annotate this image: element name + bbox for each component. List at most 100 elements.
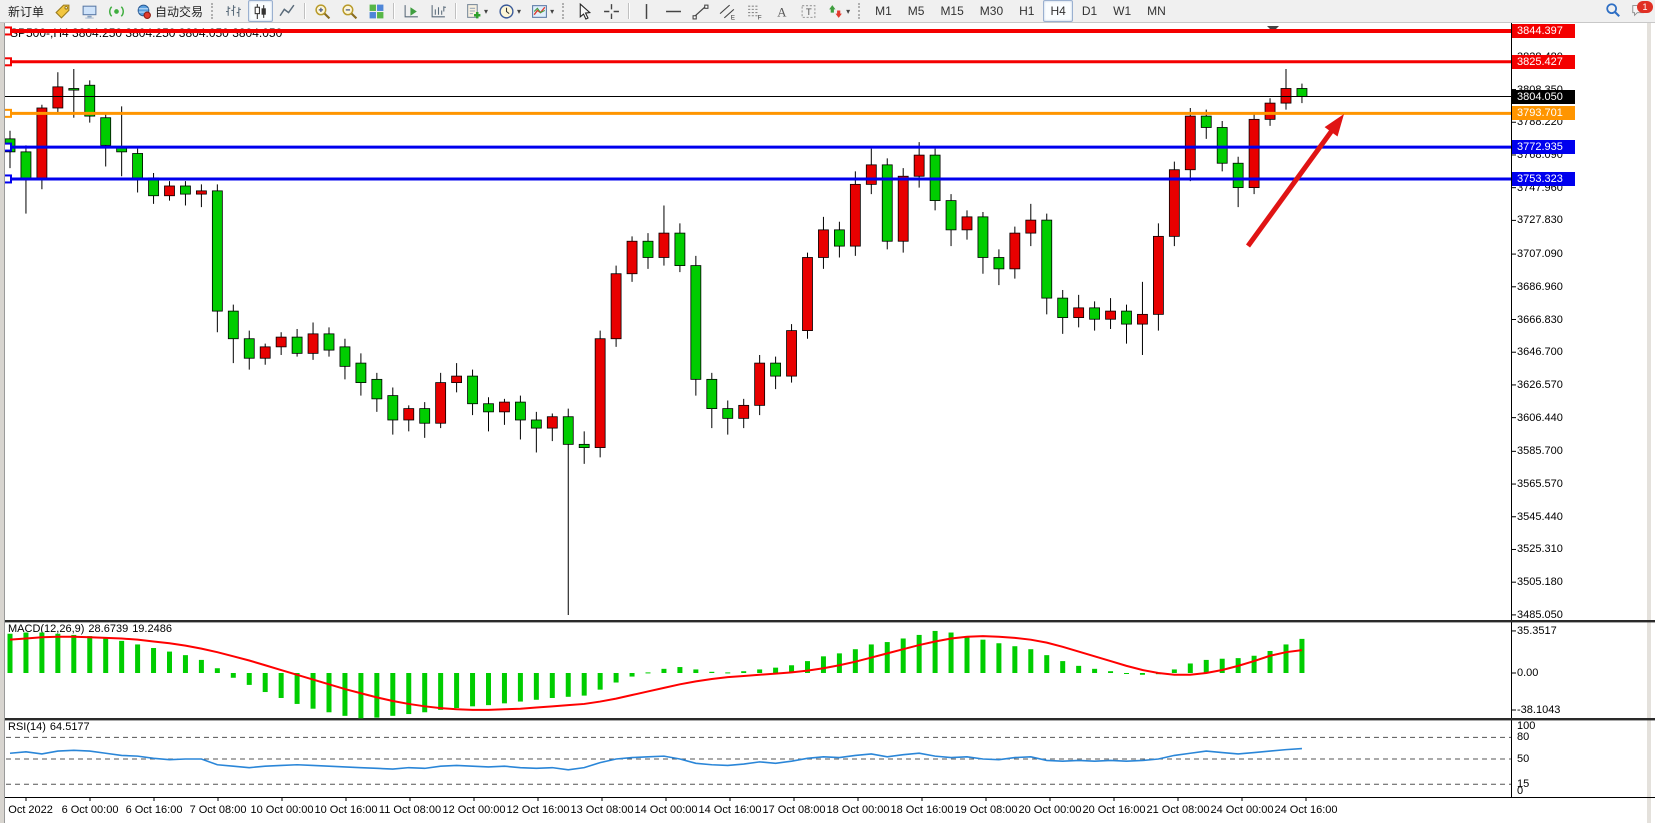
zoom-out-button[interactable] bbox=[337, 0, 362, 22]
tf-m5-label: M5 bbox=[907, 4, 925, 18]
macd-histogram-bar bbox=[533, 673, 539, 700]
horizontal-line-button[interactable] bbox=[661, 0, 686, 22]
candle-body bbox=[403, 408, 415, 421]
tf-mn[interactable]: MN bbox=[1140, 0, 1173, 22]
tf-h1-label: H1 bbox=[1019, 4, 1035, 18]
candle-body bbox=[722, 408, 734, 419]
macd-histogram-bar bbox=[167, 651, 172, 673]
chart-window[interactable]: SP500-,H4 3804.250 3804.250 3804.050 380… bbox=[0, 22, 1655, 823]
toolbar-grip bbox=[211, 3, 217, 19]
macd-histogram-bar bbox=[1076, 665, 1082, 673]
tf-h4[interactable]: H4 bbox=[1043, 0, 1073, 22]
tf-m15[interactable]: M15 bbox=[933, 0, 970, 22]
macd-histogram-bar bbox=[820, 656, 826, 673]
dropdown-caret-icon[interactable]: ▾ bbox=[484, 6, 489, 16]
candle-body bbox=[339, 346, 351, 367]
macd-histogram-bar bbox=[581, 673, 587, 696]
candle-body bbox=[594, 338, 606, 449]
macd-histogram-bar bbox=[135, 644, 141, 673]
macd-histogram-bar bbox=[868, 644, 874, 673]
tf-d1[interactable]: D1 bbox=[1075, 0, 1104, 22]
annotation-arrow-line[interactable] bbox=[1245, 125, 1337, 248]
annotation-arrow-head[interactable] bbox=[1324, 114, 1344, 137]
cascade-button[interactable] bbox=[426, 0, 451, 22]
indicators-button[interactable]: ▾ bbox=[461, 0, 492, 22]
templates-button[interactable]: ▾ bbox=[527, 0, 558, 22]
macd-histogram-bar bbox=[406, 673, 412, 715]
resistance-line-2-handle[interactable] bbox=[3, 57, 12, 67]
tf-m1[interactable]: M1 bbox=[868, 0, 899, 22]
candlestick-button[interactable] bbox=[248, 0, 274, 22]
candle-body bbox=[818, 229, 829, 258]
candle-body bbox=[706, 378, 718, 410]
text-label-button[interactable]: T bbox=[796, 0, 821, 22]
search-button[interactable] bbox=[1603, 1, 1623, 21]
candle-body bbox=[1280, 88, 1292, 104]
macd-histogram-bar bbox=[565, 673, 571, 697]
terminal-button[interactable] bbox=[77, 0, 102, 22]
candle-body bbox=[1121, 310, 1132, 325]
price-tag-button[interactable] bbox=[50, 0, 75, 22]
macd-histogram-bar bbox=[900, 638, 906, 673]
support-line-2-handle[interactable] bbox=[3, 174, 12, 184]
macd-histogram-bar bbox=[262, 673, 268, 693]
candle-body bbox=[690, 265, 702, 380]
vertical-line-button[interactable] bbox=[634, 0, 659, 22]
template-icon bbox=[531, 3, 548, 20]
dropdown-caret-icon[interactable]: ▾ bbox=[517, 6, 522, 16]
macd-histogram-bar bbox=[709, 671, 715, 673]
dropdown-caret-icon[interactable]: ▾ bbox=[846, 6, 851, 16]
candle-body bbox=[1184, 115, 1196, 171]
candle-body bbox=[754, 362, 766, 406]
new-order-button[interactable]: 新订单 bbox=[1, 0, 48, 22]
crosshair-icon bbox=[603, 3, 620, 20]
cursor-button[interactable] bbox=[572, 0, 597, 22]
text-button[interactable]: A bbox=[769, 0, 794, 22]
macd-histogram-bar bbox=[501, 673, 507, 704]
dropdown-caret-icon[interactable]: ▾ bbox=[550, 6, 555, 16]
pane-splitter-rsi[interactable] bbox=[0, 718, 1655, 721]
crosshair-button[interactable] bbox=[599, 0, 624, 22]
support-line-1-handle[interactable] bbox=[3, 142, 12, 152]
arrows-button[interactable]: ▾ bbox=[823, 0, 854, 22]
macd-histogram-bar bbox=[677, 667, 683, 673]
tf-m30[interactable]: M30 bbox=[973, 0, 1010, 22]
macd-histogram-bar bbox=[390, 673, 396, 716]
macd-histogram-bar bbox=[1028, 649, 1034, 673]
macd-histogram-bar bbox=[1139, 673, 1145, 675]
linechart-icon bbox=[279, 3, 296, 20]
pivot-line-handle[interactable] bbox=[3, 108, 12, 118]
tf-w1[interactable]: W1 bbox=[1106, 0, 1138, 22]
zoom-in-button[interactable] bbox=[310, 0, 335, 22]
equidistant-channel-button[interactable]: E bbox=[715, 0, 740, 22]
fibonacci-button[interactable]: F bbox=[742, 0, 767, 22]
rsi-label: RSI(14) 64.5177 bbox=[8, 721, 94, 733]
globe-icon bbox=[135, 3, 152, 20]
signal-button[interactable] bbox=[104, 0, 129, 22]
auto-arrange-button[interactable] bbox=[399, 0, 424, 22]
macd-name: MACD(12,26,9) bbox=[8, 623, 85, 635]
tf-h1[interactable]: H1 bbox=[1012, 0, 1041, 22]
chart-canvas[interactable] bbox=[0, 22, 1655, 823]
bar-chart-button[interactable] bbox=[221, 0, 246, 22]
line-chart-button[interactable] bbox=[275, 0, 300, 22]
periods-button[interactable]: ▾ bbox=[494, 0, 525, 22]
macd-histogram-bar bbox=[23, 632, 29, 673]
macd-main-value: 28.6739 bbox=[88, 623, 129, 635]
macd-histogram-bar bbox=[757, 669, 763, 673]
tf-m5[interactable]: M5 bbox=[901, 0, 932, 22]
macd-histogram-bar bbox=[805, 661, 810, 673]
macd-histogram-bar bbox=[1060, 661, 1066, 673]
trendline-button[interactable] bbox=[688, 0, 713, 22]
macd-histogram-bar bbox=[980, 639, 986, 673]
notifications-button[interactable]: 1 bbox=[1629, 1, 1653, 21]
macd-histogram-bar bbox=[789, 665, 795, 673]
candle-body bbox=[211, 190, 223, 312]
macd-histogram-bar bbox=[1171, 669, 1177, 673]
macd-histogram-bar bbox=[103, 638, 109, 673]
tiles-icon bbox=[368, 3, 385, 20]
resistance-line-1-handle[interactable] bbox=[3, 26, 12, 36]
tile-windows-button[interactable] bbox=[364, 0, 389, 22]
autotrade-button[interactable]: 自动交易 bbox=[131, 0, 207, 22]
pane-splitter-macd[interactable] bbox=[0, 620, 1655, 623]
